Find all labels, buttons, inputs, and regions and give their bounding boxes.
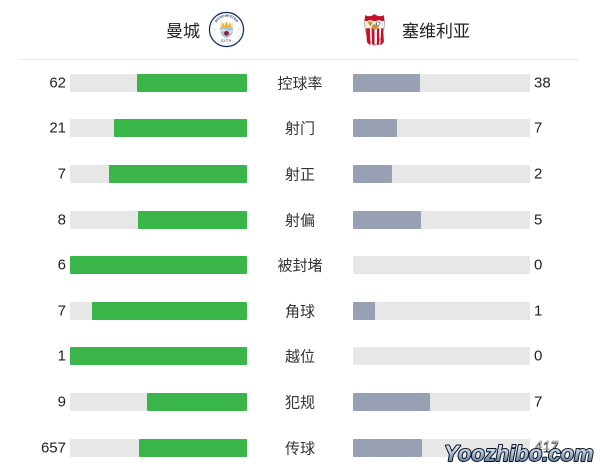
svg-text:CITY: CITY [221,38,232,42]
